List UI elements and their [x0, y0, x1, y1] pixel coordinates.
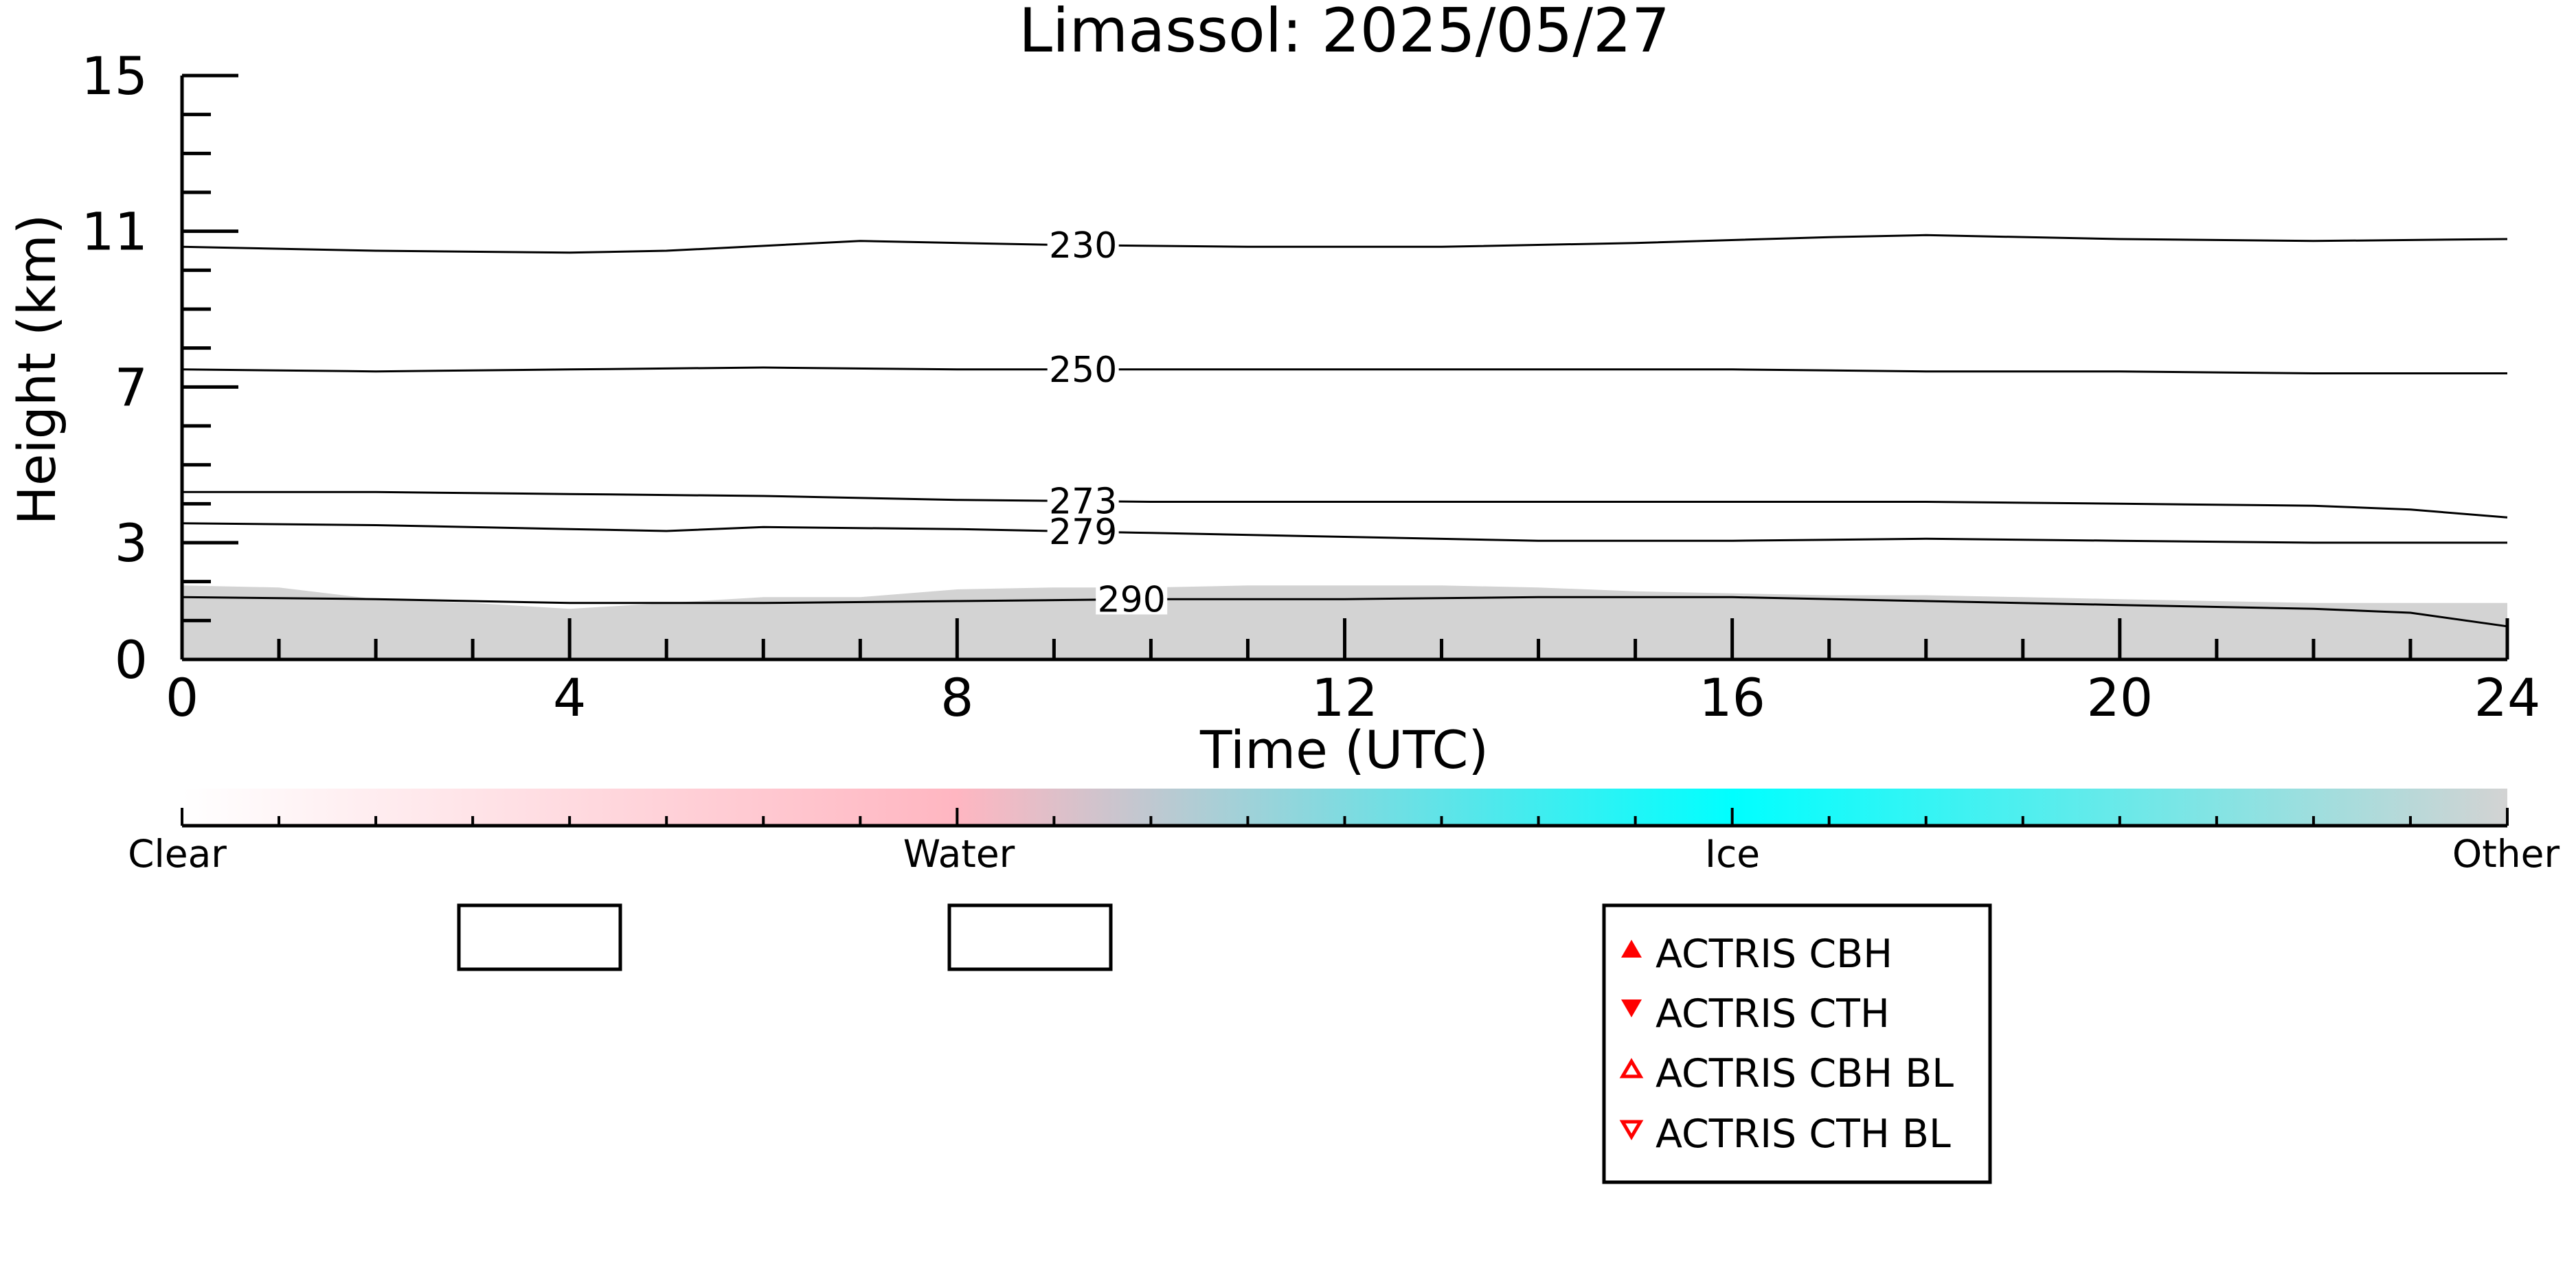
contour-label-273: 273 [1049, 482, 1117, 523]
x-tick-label: 8 [940, 667, 973, 728]
y-tick-label: 7 [115, 357, 148, 418]
x-tick-label: 24 [2474, 667, 2541, 728]
contour-label-background [1047, 229, 1119, 260]
triangle-down-open-icon [1619, 1120, 1644, 1140]
contour-label-230: 230 [1049, 225, 1117, 267]
x-tick-label: 12 [1311, 667, 1378, 728]
y-tick-label: 3 [115, 512, 148, 574]
contour-label-290: 290 [1098, 579, 1166, 620]
y-axis-label: Height (km) [6, 214, 67, 526]
legend-item-actris-cbh: ACTRIS CBH [1656, 931, 1893, 977]
contour-label-250: 250 [1049, 350, 1117, 391]
contour-line-250 [181, 366, 2507, 374]
contour-label-background [1047, 486, 1119, 517]
legend: ACTRIS CBH ACTRIS CTH ACTRIS CBH BL ACTR… [1602, 903, 1992, 1184]
contour-line-273 [182, 490, 2508, 519]
triangle-down-filled-icon [1621, 999, 1642, 1017]
legend-item-actris-cbh-bl: ACTRIS CBH BL [1656, 1051, 1954, 1096]
colorbar-label-ice: Ice [1705, 832, 1760, 876]
triangle-up-filled-icon [1621, 940, 1642, 958]
y-tick-label: 0 [115, 629, 148, 690]
plot-axes [180, 76, 2507, 662]
chart-title: Limassol: 2025/05/27 [1019, 0, 1670, 66]
colorbar-label-other: Other [2452, 832, 2560, 876]
contour-line-279 [181, 522, 2507, 544]
colorbar-label-clear: Clear [128, 832, 227, 876]
x-tick-label: 4 [553, 667, 586, 728]
colorbar-ticks [181, 808, 2509, 828]
x-tick-label: 20 [2086, 667, 2153, 728]
contour-line-230 [181, 234, 2508, 254]
colorbar: Clear Water Ice Other [128, 789, 2560, 876]
legend-empty-box [947, 903, 1113, 971]
legend-empty-boxes [457, 903, 1113, 971]
contour-label-background [1047, 516, 1119, 547]
contour-label-background [1096, 584, 1168, 615]
x-axis-ticks: 0 4 8 12 16 20 24 [166, 618, 2541, 728]
y-tick-label: 15 [81, 45, 148, 106]
triangle-up-open-icon [1619, 1058, 1644, 1078]
y-axis-ticks: 0 3 7 11 15 [81, 45, 238, 690]
x-tick-label: 16 [1699, 667, 1765, 728]
colorbar-label-water: Water [903, 832, 1015, 876]
contour-label-279: 279 [1049, 512, 1117, 553]
legend-empty-box [457, 903, 622, 971]
contour-line-290 [181, 596, 2508, 628]
legend-item-actris-cth-bl: ACTRIS CTH BL [1656, 1111, 1951, 1157]
legend-item-actris-cth: ACTRIS CTH [1656, 991, 1890, 1037]
y-tick-label: 11 [81, 201, 148, 262]
contour-label-background [1047, 354, 1119, 385]
x-tick-label: 0 [166, 667, 199, 728]
legend-frame [1602, 903, 1992, 1184]
x-axis-label: Time (UTC) [1199, 719, 1489, 780]
